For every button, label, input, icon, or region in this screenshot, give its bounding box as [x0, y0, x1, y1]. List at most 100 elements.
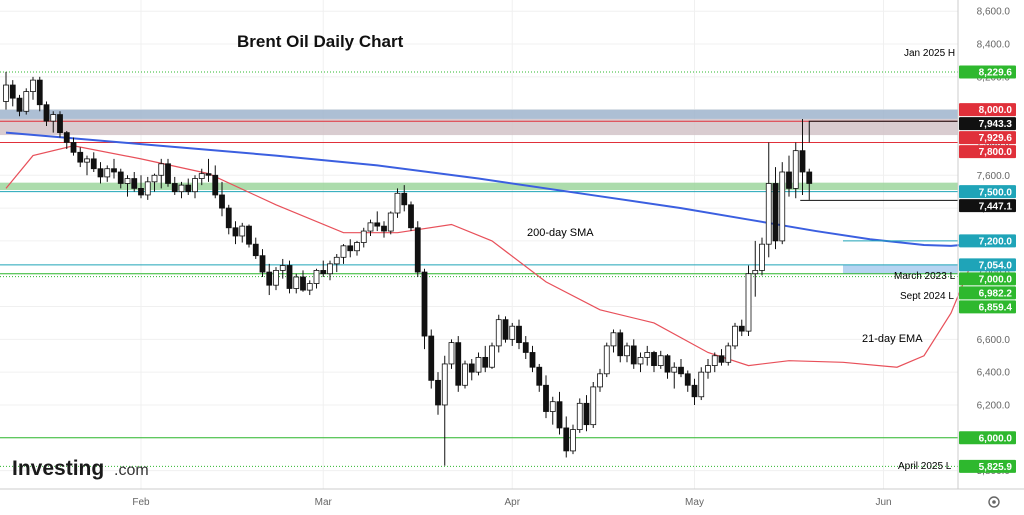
price-badge-box — [959, 286, 1016, 300]
candle-body-107 — [725, 345, 732, 363]
price-badge-box — [959, 117, 1016, 131]
candle-body-52 — [354, 242, 360, 252]
price-badge-5: 7,500.0 — [959, 185, 1016, 198]
price-badge-13: 5,825.9 — [959, 459, 1016, 473]
candle-body-47 — [320, 270, 327, 275]
price-badge-0: 8,229.6 — [959, 65, 1016, 79]
gear-icon[interactable] — [988, 496, 1000, 508]
candle-body-44 — [300, 276, 306, 291]
candle-body-45 — [306, 283, 313, 291]
candle-body-64 — [435, 379, 441, 406]
candle-body-8 — [57, 114, 63, 134]
candle-body-88 — [597, 373, 603, 388]
price-badge-3: 7,929.6 — [959, 131, 1016, 144]
candle-body-39 — [266, 271, 273, 286]
time-tick-label: Apr — [504, 497, 520, 508]
candle-body-100 — [678, 366, 684, 375]
candle-body-28 — [192, 178, 198, 193]
price-badge-12: 6,000.0 — [959, 431, 1016, 444]
candle-body-1 — [9, 84, 16, 99]
price-badge-box — [959, 185, 1016, 199]
candle-body-81 — [549, 401, 556, 412]
candle-body-18 — [124, 178, 131, 184]
candle-body-98 — [664, 355, 671, 373]
price-badge-box — [959, 272, 1016, 286]
candle-body-114 — [772, 183, 779, 242]
trace-lines — [800, 120, 958, 242]
candle-body-113 — [765, 183, 772, 245]
candle-body-87 — [590, 386, 597, 426]
candle-body-110 — [745, 273, 752, 332]
price-badge-label: 8,000.0 — [979, 105, 1013, 116]
candle-body-30 — [205, 173, 212, 176]
candle-body-23 — [158, 163, 165, 176]
candle-body-37 — [252, 243, 259, 257]
candle-body-91 — [617, 332, 624, 357]
candle-body-92 — [624, 345, 630, 357]
trace-7929 — [808, 120, 958, 143]
logo-wordmark: Investing — [12, 457, 104, 480]
candle-body-7 — [50, 114, 57, 122]
candle-body-59 — [401, 192, 408, 206]
price-badge-4: 7,800.0 — [959, 145, 1016, 158]
price-badge-9: 7,000.0 — [959, 272, 1016, 285]
candle-body-67 — [455, 342, 462, 386]
candle-body-65 — [441, 363, 448, 406]
candle-body-109 — [738, 325, 745, 332]
candle-body-9 — [63, 132, 70, 143]
annotation-sept-2024-low: Sept 2024 L — [900, 291, 954, 302]
candle-body-33 — [225, 207, 232, 229]
candle-body-19 — [131, 178, 138, 189]
candle-body-93 — [630, 345, 637, 365]
candle-body-54 — [367, 222, 374, 232]
price-badge-label: 7,929.6 — [979, 133, 1013, 144]
candle-body-4 — [30, 79, 36, 92]
price-badge-8: 7,054.0 — [959, 258, 1016, 271]
candle-body-72 — [489, 345, 495, 368]
candle-body-56 — [381, 225, 387, 232]
price-tick-label: 6,200.0 — [977, 400, 1011, 411]
price-zone-2 — [0, 182, 958, 191]
candle-body-49 — [333, 256, 340, 265]
candle-body-73 — [495, 319, 502, 347]
time-tick-label: Feb — [132, 497, 150, 508]
candle-body-21 — [144, 181, 151, 196]
candle-body-80 — [543, 384, 549, 412]
candle-body-117 — [792, 150, 799, 189]
candle-body-66 — [448, 342, 455, 365]
candle-body-69 — [468, 363, 475, 373]
candle-body-115 — [779, 171, 786, 242]
time-tick-label: May — [685, 497, 704, 508]
candle-body-6 — [43, 104, 50, 122]
price-badge-label: 7,800.0 — [979, 147, 1013, 158]
price-badge-box — [959, 258, 1016, 272]
candle-body-108 — [732, 325, 738, 347]
price-badge-label: 6,859.4 — [979, 302, 1013, 313]
candle-body-101 — [684, 373, 691, 386]
candle-body-12 — [84, 158, 90, 163]
candle-body-68 — [462, 363, 468, 386]
candle-body-75 — [509, 325, 516, 340]
annotation-march-2023-low: March 2023 L — [894, 271, 956, 282]
price-tick-label: 8,600.0 — [977, 7, 1011, 18]
candle-body-90 — [610, 332, 617, 347]
candle-body-61 — [414, 227, 421, 273]
candle-body-50 — [340, 245, 347, 258]
candle-body-63 — [428, 335, 435, 381]
investing-logo: Investing .com — [12, 457, 149, 480]
price-zone-1 — [0, 118, 958, 136]
time-axis[interactable]: FebMarAprMayJunJul — [132, 497, 1024, 508]
candle-body-11 — [77, 151, 84, 163]
price-badge-label: 7,447.1 — [979, 201, 1013, 212]
annotation-200-day-sma: 200-day SMA — [527, 227, 594, 239]
price-badge-box — [959, 103, 1016, 117]
candle-body-60 — [408, 204, 414, 229]
candle-body-84 — [570, 429, 576, 452]
candle-body-20 — [138, 187, 144, 196]
price-zone-0 — [0, 109, 958, 119]
candle-body-74 — [502, 319, 509, 340]
candle-body-27 — [185, 184, 192, 193]
candle-body-94 — [637, 356, 644, 365]
candle-body-102 — [691, 384, 698, 398]
candle-body-26 — [178, 184, 185, 193]
